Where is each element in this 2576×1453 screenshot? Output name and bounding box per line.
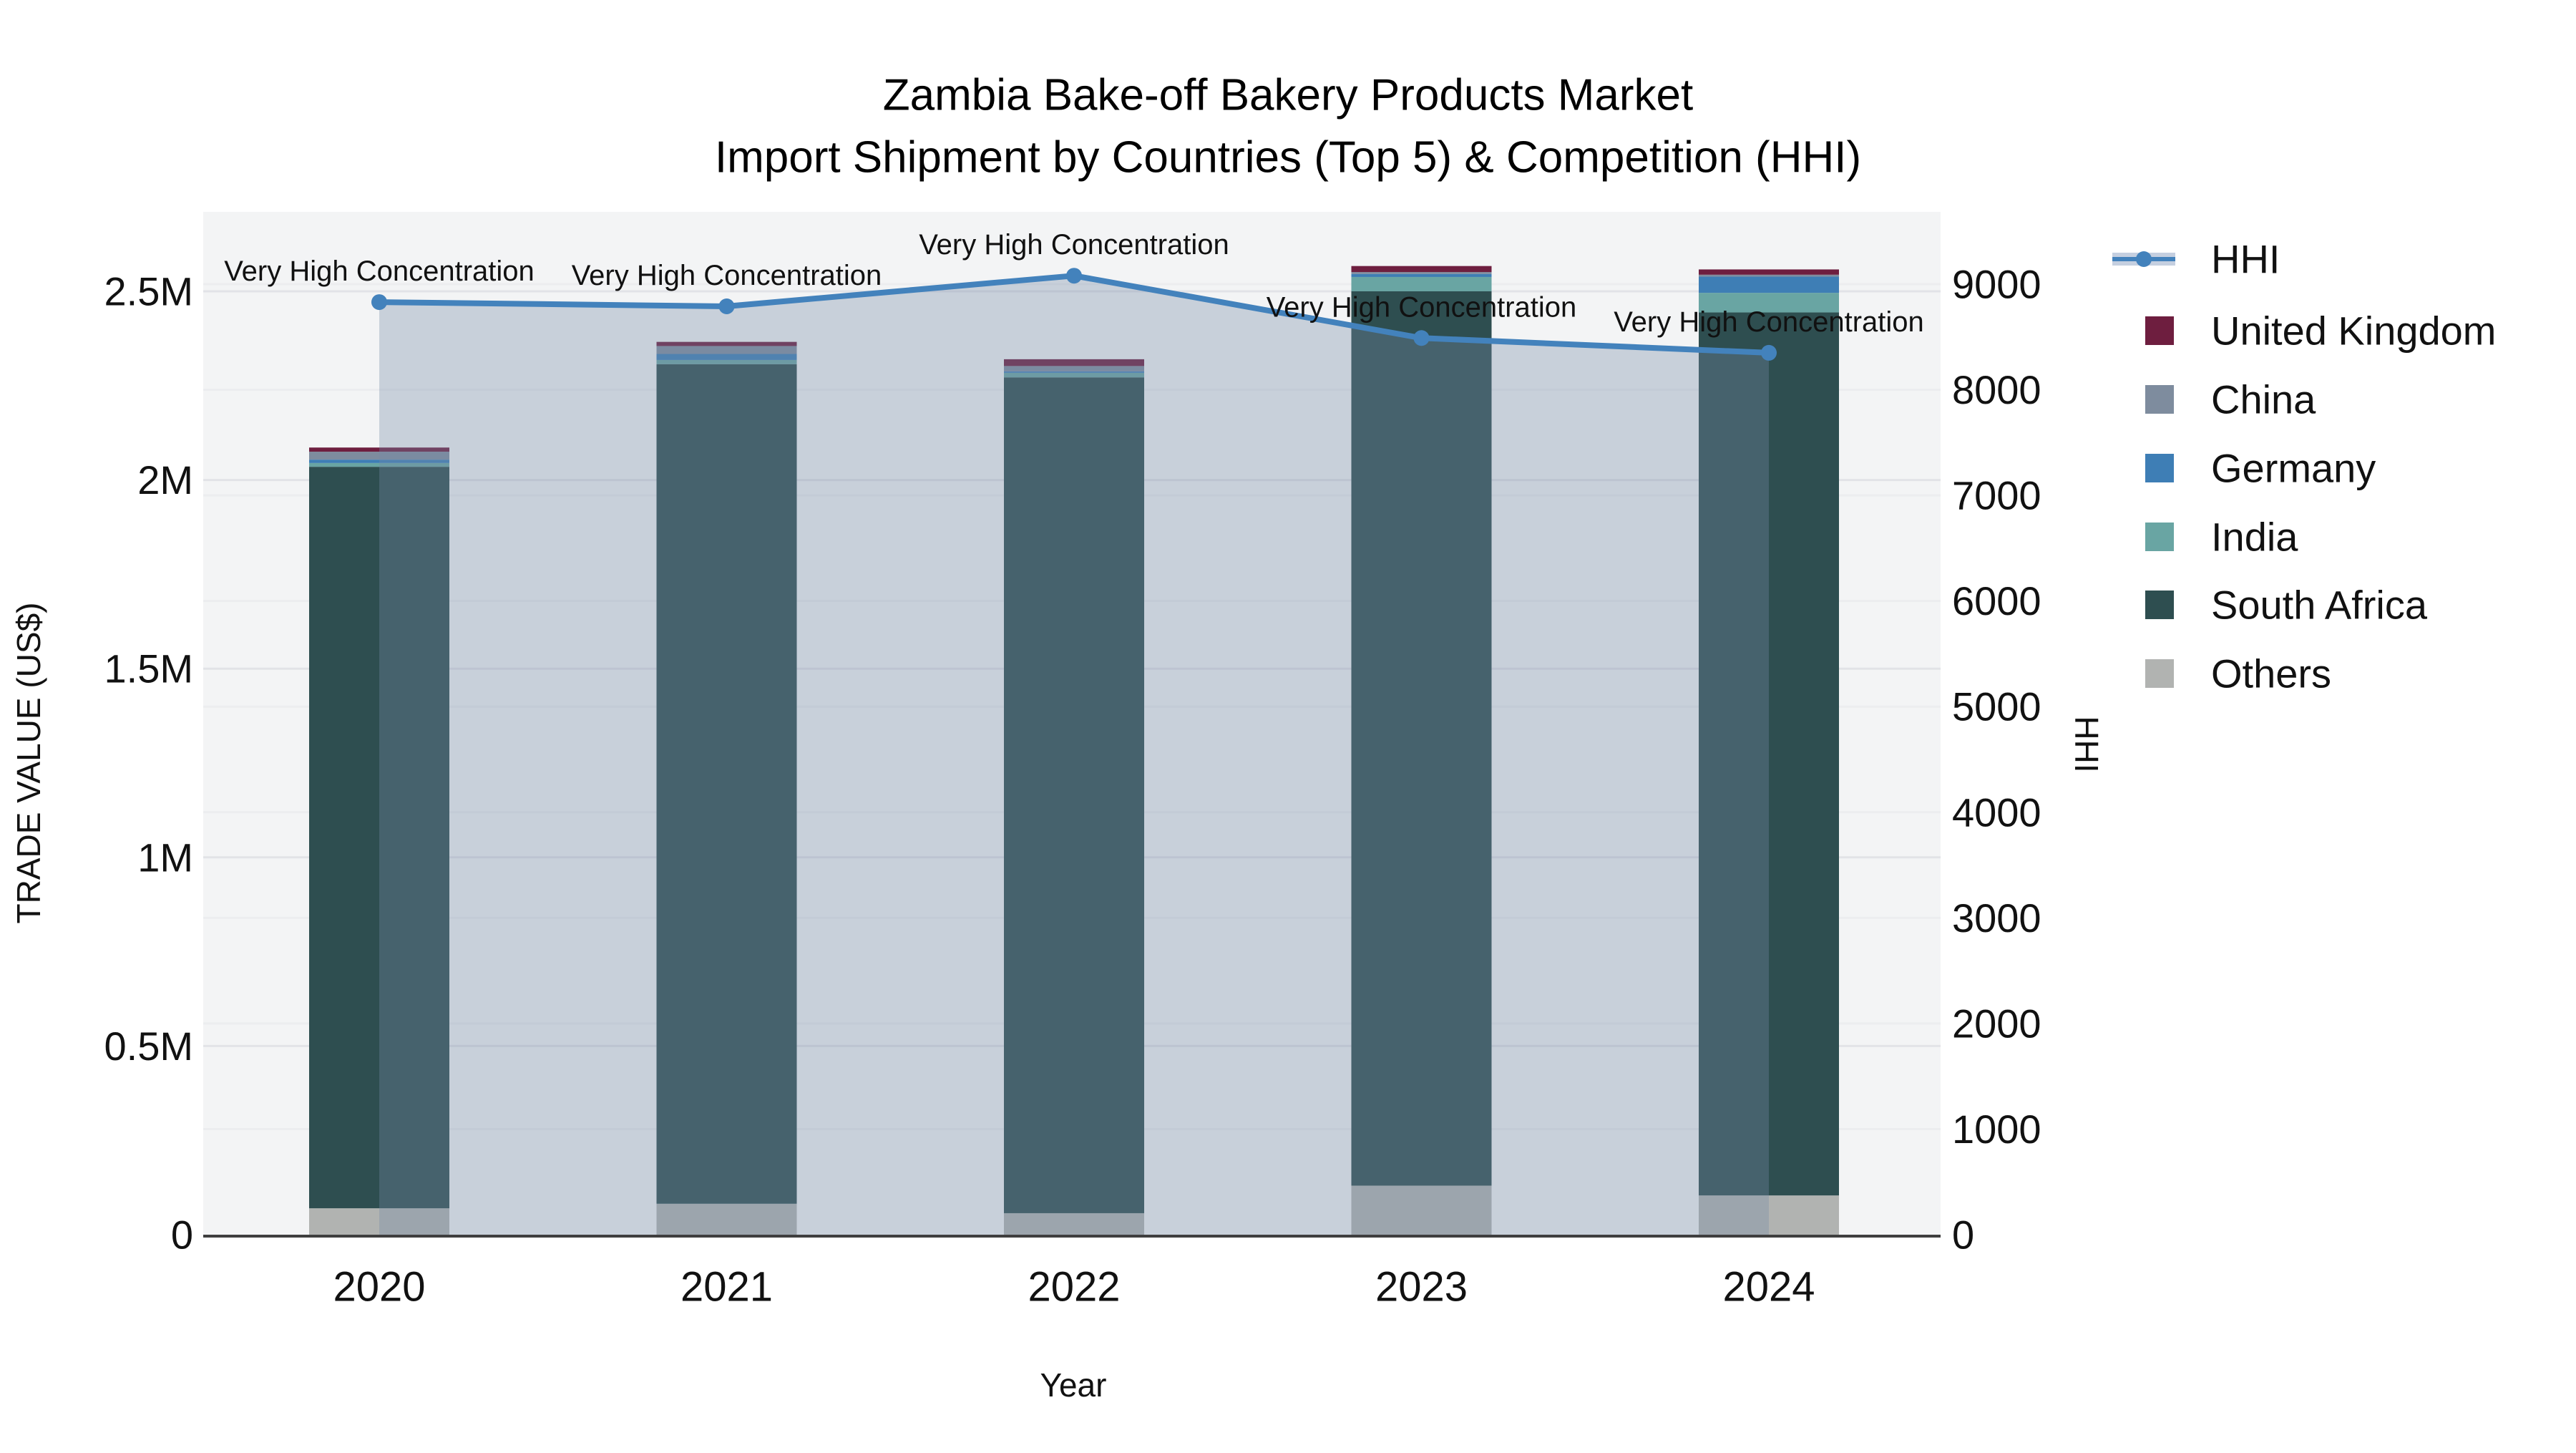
bar-segment-2024-others[interactable] — [1699, 1195, 1839, 1235]
hhi-legend-marker-icon — [2136, 251, 2152, 267]
legend-item-china[interactable]: China — [2145, 377, 2316, 422]
x-tick-2021: 2021 — [680, 1264, 773, 1311]
legend-label-china: China — [2211, 377, 2316, 422]
bar-segment-2022-south-africa[interactable] — [1004, 377, 1144, 1213]
legend-swatch-germany — [2145, 454, 2174, 482]
bar-segment-2021-china[interactable] — [656, 346, 797, 354]
y-axis-title-right: HHI — [2068, 716, 2105, 772]
left-tick-0: 0 — [171, 1213, 193, 1258]
x-tick-2020: 2020 — [333, 1264, 425, 1311]
hhi-marker-2023[interactable] — [1413, 330, 1430, 346]
bar-segment-2023-germany[interactable] — [1351, 273, 1492, 277]
bar-segment-2023-south-africa[interactable] — [1351, 291, 1492, 1186]
right-tick-5000: 5000 — [1952, 684, 2041, 729]
right-tick-1000: 1000 — [1952, 1107, 2041, 1152]
legend-item-hhi[interactable]: HHI — [2112, 237, 2280, 282]
bar-segment-2021-germany[interactable] — [656, 354, 797, 360]
hhi-area-fill — [379, 276, 1769, 1235]
left-tick-1.5M: 1.5M — [104, 646, 194, 691]
x-tick-2022: 2022 — [1028, 1264, 1120, 1311]
bar-segment-2023-others[interactable] — [1351, 1185, 1492, 1235]
bar-segment-2020-china[interactable] — [309, 452, 449, 460]
x-axis-title: Year — [1040, 1366, 1107, 1404]
right-tick-3000: 3000 — [1952, 895, 2041, 941]
bar-segment-2024-india[interactable] — [1699, 293, 1839, 313]
legend-label-united-kingdom: United Kingdom — [2211, 308, 2496, 354]
hhi-marker-2020[interactable] — [371, 294, 387, 311]
hhi-marker-2024[interactable] — [1761, 344, 1777, 361]
x-tick-2024: 2024 — [1722, 1264, 1815, 1311]
bar-segment-2020-others[interactable] — [309, 1208, 449, 1235]
bar-segment-2020-germany[interactable] — [309, 460, 449, 463]
bar-segment-2022-china[interactable] — [1004, 366, 1144, 371]
legend: HHI United Kingdom China Germany India South … — [2112, 237, 2496, 696]
right-tick-0: 0 — [1952, 1213, 1974, 1258]
legend-swatch-china — [2145, 385, 2174, 414]
bar-segment-2021-india[interactable] — [656, 359, 797, 364]
hhi-marker-2022[interactable] — [1066, 268, 1082, 284]
chart-subtitle: Import Shipment by Countries (Top 5) & C… — [715, 133, 1861, 183]
bar-segment-2021-united-kingdom[interactable] — [656, 341, 797, 346]
legend-label-germany: Germany — [2211, 446, 2376, 491]
bar-segment-2020-india[interactable] — [309, 462, 449, 467]
chart-title: Zambia Bake-off Bakery Products Market — [883, 71, 1694, 120]
x-tick-2023: 2023 — [1375, 1264, 1468, 1311]
right-tick-2000: 2000 — [1952, 1001, 2041, 1046]
legend-label-others: Others — [2211, 651, 2331, 696]
legend-swatch-united-kingdom — [2145, 316, 2174, 345]
legend-label-south-africa: South Africa — [2211, 583, 2428, 628]
bar-segment-2020-south-africa[interactable] — [309, 467, 449, 1209]
bar-segment-2024-south-africa[interactable] — [1699, 312, 1839, 1196]
left-tick-2M: 2M — [137, 457, 193, 502]
left-tick-1M: 1M — [137, 835, 193, 880]
right-tick-6000: 6000 — [1952, 578, 2041, 623]
bar-segment-2023-india[interactable] — [1351, 276, 1492, 291]
legend-item-india[interactable]: India — [2145, 515, 2298, 560]
legend-swatch-south-africa — [2145, 591, 2174, 619]
legend-item-germany[interactable]: Germany — [2145, 446, 2376, 491]
annotation-2023: Very High Concentration — [1267, 291, 1577, 323]
legend-item-south-africa[interactable]: South Africa — [2145, 583, 2428, 628]
legend-label-india: India — [2211, 515, 2298, 560]
bar-segment-2022-germany[interactable] — [1004, 371, 1144, 373]
right-tick-4000: 4000 — [1952, 789, 2041, 835]
legend-item-united-kingdom[interactable]: United Kingdom — [2145, 308, 2496, 354]
bar-segment-2021-others[interactable] — [656, 1203, 797, 1235]
legend-label-hhi: HHI — [2211, 237, 2280, 282]
legend-swatch-india — [2145, 523, 2174, 551]
right-tick-7000: 7000 — [1952, 473, 2041, 518]
bar-segment-2021-south-africa[interactable] — [656, 364, 797, 1204]
bar-segment-2022-others[interactable] — [1004, 1213, 1144, 1235]
bar-segment-2022-india[interactable] — [1004, 372, 1144, 378]
left-tick-0.5M: 0.5M — [104, 1024, 194, 1069]
bar-segment-2020-united-kingdom[interactable] — [309, 447, 449, 452]
bar-segment-2024-united-kingdom[interactable] — [1699, 269, 1839, 275]
bar-segment-2022-united-kingdom[interactable] — [1004, 359, 1144, 366]
bar-segment-2023-china[interactable] — [1351, 272, 1492, 274]
y-axis-title-left: TRADE VALUE (US$) — [10, 602, 47, 923]
bar-segment-2023-united-kingdom[interactable] — [1351, 266, 1492, 273]
annotation-2022: Very High Concentration — [919, 229, 1229, 261]
bar-segment-2024-germany[interactable] — [1699, 276, 1839, 293]
right-tick-9000: 9000 — [1952, 262, 2041, 307]
bar-segment-2024-china[interactable] — [1699, 274, 1839, 277]
legend-swatch-others — [2145, 659, 2174, 688]
annotation-2021: Very High Concentration — [572, 260, 882, 291]
bars — [309, 266, 1839, 1235]
annotation-2020: Very High Concentration — [224, 256, 535, 287]
right-tick-8000: 8000 — [1952, 367, 2041, 412]
left-tick-2.5M: 2.5M — [104, 269, 194, 314]
annotation-2024: Very High Concentration — [1614, 306, 1924, 338]
hhi-marker-2021[interactable] — [718, 298, 735, 314]
legend-item-others[interactable]: Others — [2145, 651, 2331, 696]
